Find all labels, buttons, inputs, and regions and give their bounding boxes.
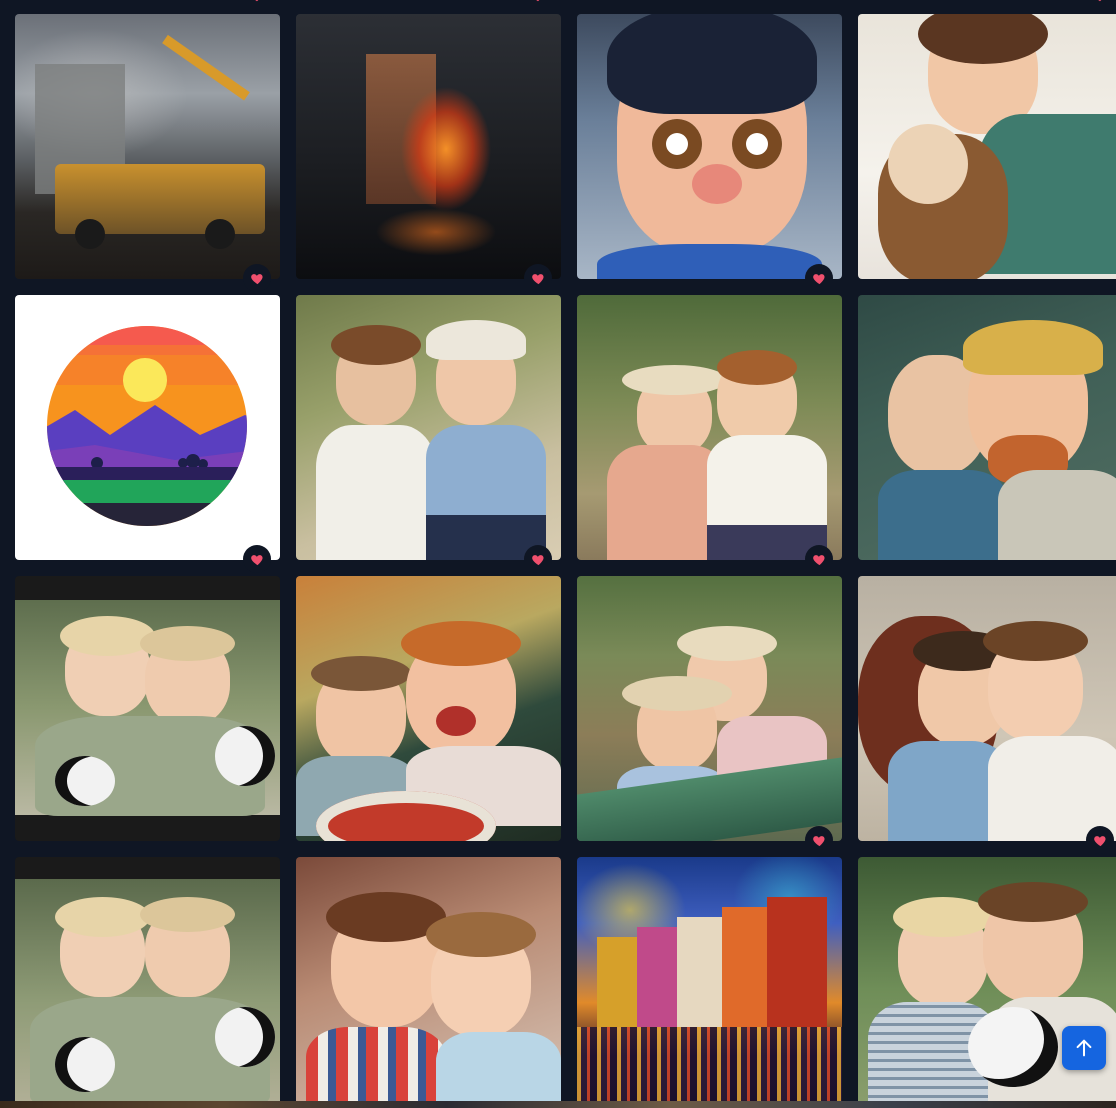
two-boys-boat-image[interactable]	[577, 576, 842, 841]
cartoon-boy-image[interactable]	[577, 14, 842, 279]
gallery-card[interactable]	[577, 857, 842, 1108]
arrow-up-icon	[1076, 1039, 1092, 1057]
heart-icon	[531, 554, 544, 565]
gallery-card[interactable]	[577, 576, 842, 854]
gallery-card[interactable]	[15, 14, 280, 292]
image-grid	[15, 14, 1116, 1108]
gallery-card[interactable]	[296, 857, 561, 1108]
two-boys-hat-image[interactable]	[858, 295, 1116, 560]
two-boys-pandas-2-image[interactable]	[15, 857, 280, 1108]
favorite-button[interactable]	[243, 264, 271, 292]
gallery-card[interactable]	[296, 576, 561, 841]
gallery-card[interactable]	[15, 857, 280, 1108]
favorite-button[interactable]	[243, 545, 271, 573]
favorite-button[interactable]	[524, 545, 552, 573]
gallery-card[interactable]	[15, 295, 280, 573]
gallery-card[interactable]	[858, 295, 1116, 560]
landscape-placeholder-icon	[47, 326, 247, 526]
heart-icon	[812, 835, 825, 846]
heart-icon	[1093, 835, 1106, 846]
favorite-button[interactable]	[1086, 826, 1114, 854]
favorite-button[interactable]	[805, 545, 833, 573]
gallery-card[interactable]	[577, 295, 842, 573]
two-boys-crying-image[interactable]	[296, 576, 561, 841]
heart-icon	[531, 273, 544, 284]
gallery-card[interactable]	[296, 14, 561, 292]
two-boys-river-painting-image[interactable]	[577, 295, 842, 560]
heart-icon[interactable]	[524, 0, 552, 3]
construction-site-image[interactable]	[15, 14, 280, 279]
scroll-to-top-button[interactable]	[1062, 1026, 1106, 1070]
favorite-button[interactable]	[805, 826, 833, 854]
heart-icon	[812, 554, 825, 565]
heart-icon	[250, 273, 263, 284]
boy-with-doll-image[interactable]	[858, 14, 1116, 279]
gallery-card[interactable]	[858, 576, 1116, 854]
two-boys-pandas-image[interactable]	[15, 576, 280, 841]
colorful-city-painting-image[interactable]	[577, 857, 842, 1108]
gallery-card[interactable]	[858, 857, 1116, 1108]
gallery-card[interactable]	[296, 295, 561, 573]
image-placeholder[interactable]	[15, 295, 280, 560]
gallery-card[interactable]	[577, 14, 842, 292]
heart-icon	[812, 273, 825, 284]
heart-icon	[250, 554, 263, 565]
fire-dragon-tower-image[interactable]	[296, 14, 561, 279]
next-row-preview	[0, 1101, 1116, 1108]
gallery-card[interactable]	[858, 14, 1116, 279]
two-boys-plush-bull-image[interactable]	[858, 576, 1116, 841]
two-boys-painting-image[interactable]	[296, 295, 561, 560]
two-boys-panda-image[interactable]	[858, 857, 1116, 1108]
two-boys-smiling-image[interactable]	[296, 857, 561, 1108]
favorite-button[interactable]	[524, 264, 552, 292]
heart-icon[interactable]	[1086, 0, 1114, 3]
heart-icon[interactable]	[243, 0, 271, 3]
gallery-card[interactable]	[15, 576, 280, 841]
favorite-button[interactable]	[805, 264, 833, 292]
